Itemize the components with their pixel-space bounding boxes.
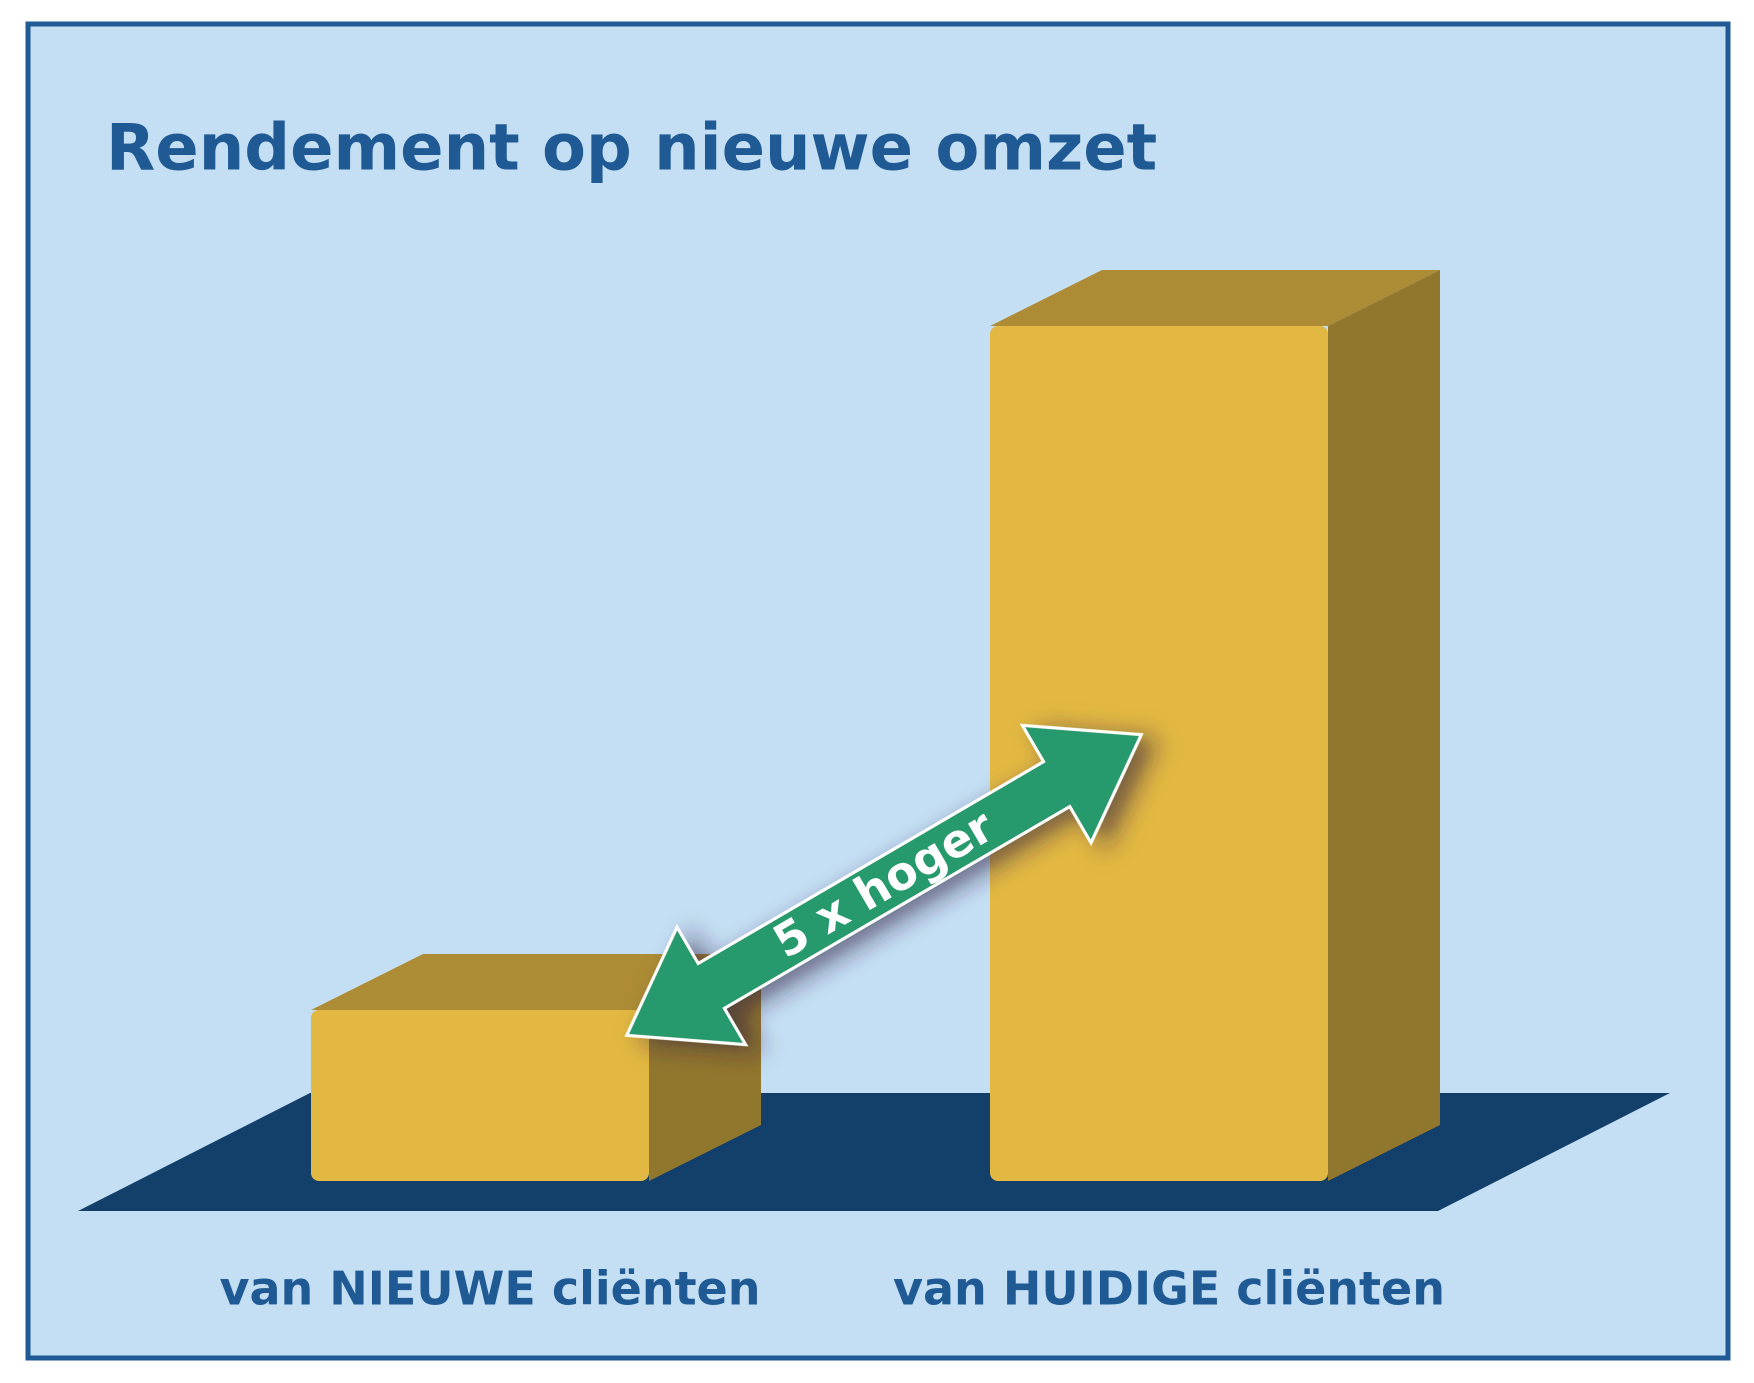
x-tick-label: van HUIDIGE cliënten xyxy=(893,1262,1445,1316)
bars xyxy=(311,270,1440,1181)
double-arrow xyxy=(624,723,1144,1047)
bar-top xyxy=(990,270,1440,326)
bar xyxy=(990,326,1328,1181)
bar xyxy=(311,1010,649,1181)
chart-title: Rendement op nieuwe omzet xyxy=(106,112,1157,186)
arrow xyxy=(624,723,1144,1047)
bar-side xyxy=(1328,270,1440,1181)
x-tick-label: van NIEUWE cliënten xyxy=(219,1262,760,1316)
